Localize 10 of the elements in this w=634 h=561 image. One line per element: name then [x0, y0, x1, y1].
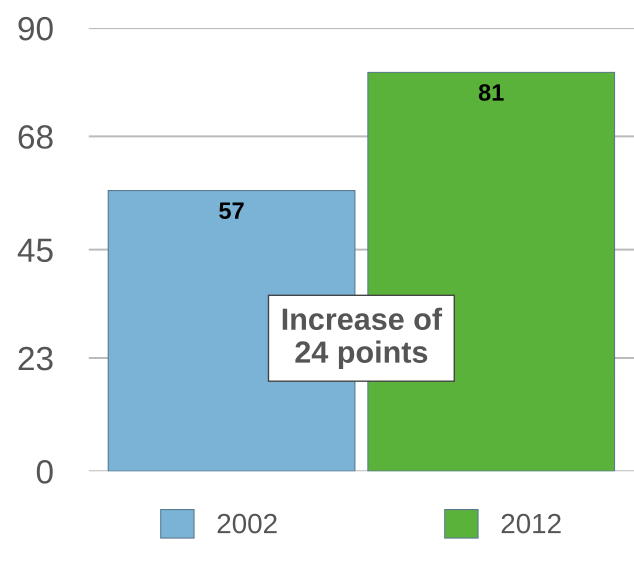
legend-label: 2012 — [502, 514, 561, 534]
data-label: 57 — [219, 202, 244, 220]
y-tick-label: 45 — [18, 238, 53, 262]
legend-label: 2002 — [218, 514, 277, 534]
y-tick-label: 23 — [18, 346, 53, 370]
annotation: Increase of 24 points — [282, 308, 442, 369]
y-tick-label: 0 — [36, 460, 53, 484]
data-label: 81 — [478, 84, 504, 101]
y-tick-label: 68 — [18, 125, 53, 149]
y-tick-label: 90 — [18, 16, 53, 40]
